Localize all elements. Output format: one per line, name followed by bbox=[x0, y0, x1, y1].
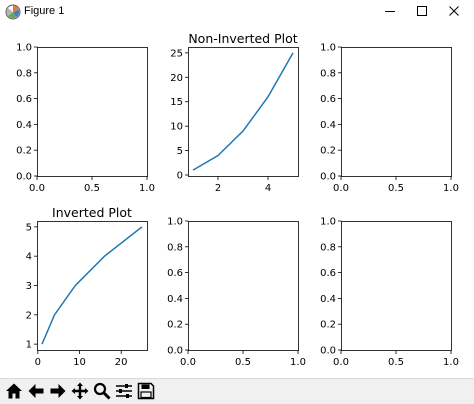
y-tick-label: 20 bbox=[170, 73, 183, 84]
y-tick-label: 15 bbox=[170, 97, 183, 108]
maximize-button[interactable] bbox=[406, 0, 438, 22]
series-line bbox=[192, 52, 294, 171]
y-tick-label: 0.2 bbox=[320, 146, 336, 157]
x-tick-label: 0.5 bbox=[84, 183, 100, 194]
back-button[interactable] bbox=[26, 381, 46, 401]
y-tick-label: 0 bbox=[177, 171, 183, 182]
x-tick-label: 4 bbox=[265, 183, 271, 194]
y-tick-label: 2 bbox=[26, 310, 32, 321]
subplot-row1-col1: 0.0 0.5 1.0 0.0 0.2 0.4 0.6 0.8 1.0 bbox=[16, 43, 155, 195]
subplot-row1-col3: 0.0 0.5 1.0 0.0 0.2 0.4 0.6 0.8 1.0 bbox=[320, 43, 459, 195]
y-tick-label: 1 bbox=[26, 340, 32, 351]
x-tick-label: 20 bbox=[115, 357, 128, 368]
y-tick-label: 5 bbox=[26, 222, 32, 233]
axes-frame bbox=[37, 221, 148, 351]
y-tick-label: 5 bbox=[177, 146, 183, 157]
subplot-title: Inverted Plot bbox=[52, 205, 132, 220]
y-tick-label: 25 bbox=[170, 48, 183, 59]
axes-frame bbox=[188, 221, 299, 351]
x-tick-label: 0.0 bbox=[29, 183, 45, 194]
navigation-toolbar bbox=[0, 378, 474, 404]
y-tick-label: 0.2 bbox=[320, 320, 336, 331]
subplot-row2-col3: 0.0 0.5 1.0 0.0 0.2 0.4 0.6 0.8 1.0 bbox=[320, 217, 459, 369]
y-tick-label: 0.8 bbox=[320, 242, 336, 253]
subplot-row1-col2: Non-Inverted Plot 2 4 0 5 10 15 20 25 bbox=[170, 31, 299, 194]
x-tick-label: 1.0 bbox=[443, 357, 459, 368]
figure-canvas[interactable]: 0.0 0.5 1.0 0.0 0.2 0.4 0.6 0.8 1.0 Non-Inverted … bbox=[0, 24, 474, 378]
x-tick-label: 1.0 bbox=[139, 183, 155, 194]
x-tick-label: 0.0 bbox=[180, 357, 196, 368]
x-tick-label: 0 bbox=[35, 357, 41, 368]
subplot-row2-col2: 0.0 0.5 1.0 0.0 0.2 0.4 0.6 0.8 1.0 bbox=[167, 217, 306, 369]
configure-subplots-icon bbox=[116, 384, 132, 398]
y-tick-label: 0.0 bbox=[167, 346, 183, 357]
forward-button[interactable] bbox=[48, 381, 68, 401]
close-button[interactable] bbox=[438, 0, 470, 22]
y-tick-label: 0.8 bbox=[16, 68, 32, 79]
axes-frame bbox=[341, 221, 452, 351]
home-button[interactable] bbox=[4, 381, 24, 401]
back-icon bbox=[28, 384, 44, 398]
close-icon bbox=[449, 6, 459, 16]
forward-icon bbox=[50, 384, 66, 398]
subplot-row2-col1: Inverted Plot 0 10 20 1 2 3 4 5 bbox=[26, 205, 148, 368]
x-tick-label: 0.5 bbox=[235, 357, 251, 368]
y-tick-label: 0.0 bbox=[320, 172, 336, 183]
y-tick-label: 0.0 bbox=[320, 346, 336, 357]
pan-icon bbox=[71, 382, 89, 400]
y-tick-label: 0.4 bbox=[167, 294, 183, 305]
x-tick-label: 2 bbox=[215, 183, 221, 194]
home-icon bbox=[6, 383, 22, 399]
x-tick-label: 1.0 bbox=[443, 183, 459, 194]
matplotlib-icon bbox=[5, 4, 21, 20]
y-tick-label: 0.4 bbox=[16, 120, 32, 131]
y-tick-label: 3 bbox=[26, 281, 32, 292]
minimize-icon bbox=[385, 11, 395, 12]
y-tick-label: 0.6 bbox=[16, 94, 32, 105]
x-tick-label: 10 bbox=[73, 357, 86, 368]
zoom-icon bbox=[93, 382, 111, 400]
x-tick-label: 0.0 bbox=[333, 357, 349, 368]
x-tick-label: 0.0 bbox=[333, 183, 349, 194]
y-tick-label: 0.0 bbox=[16, 172, 32, 183]
x-tick-label: 0.5 bbox=[388, 183, 404, 194]
y-tick-label: 0.8 bbox=[167, 242, 183, 253]
y-tick-label: 1.0 bbox=[167, 217, 183, 228]
pan-button[interactable] bbox=[70, 381, 90, 401]
y-tick-label: 0.6 bbox=[320, 268, 336, 279]
y-tick-label: 0.6 bbox=[167, 268, 183, 279]
axes-frame bbox=[188, 47, 299, 177]
x-tick-label: 1.0 bbox=[290, 357, 306, 368]
y-tick-label: 0.4 bbox=[320, 294, 336, 305]
y-tick-label: 1.0 bbox=[320, 217, 336, 228]
zoom-button[interactable] bbox=[92, 381, 112, 401]
save-icon bbox=[137, 382, 155, 400]
y-tick-label: 10 bbox=[170, 122, 183, 133]
save-button[interactable] bbox=[136, 381, 156, 401]
maximize-icon bbox=[417, 6, 427, 16]
y-tick-label: 1.0 bbox=[320, 43, 336, 54]
y-tick-label: 0.6 bbox=[320, 94, 336, 105]
axes-frame bbox=[341, 47, 452, 177]
window-titlebar: Figure 1 bbox=[0, 0, 474, 24]
y-tick-label: 0.4 bbox=[320, 120, 336, 131]
y-tick-label: 4 bbox=[26, 252, 32, 263]
series-line bbox=[41, 226, 143, 345]
axes-frame bbox=[37, 47, 148, 177]
y-tick-label: 0.8 bbox=[320, 68, 336, 79]
subplot-title: Non-Inverted Plot bbox=[188, 31, 297, 46]
configure-subplots-button[interactable] bbox=[114, 381, 134, 401]
window-title: Figure 1 bbox=[24, 5, 65, 17]
y-tick-label: 0.2 bbox=[16, 146, 32, 157]
minimize-button[interactable] bbox=[374, 0, 406, 22]
y-tick-label: 1.0 bbox=[16, 43, 32, 54]
x-tick-label: 0.5 bbox=[388, 357, 404, 368]
y-tick-label: 0.2 bbox=[167, 320, 183, 331]
